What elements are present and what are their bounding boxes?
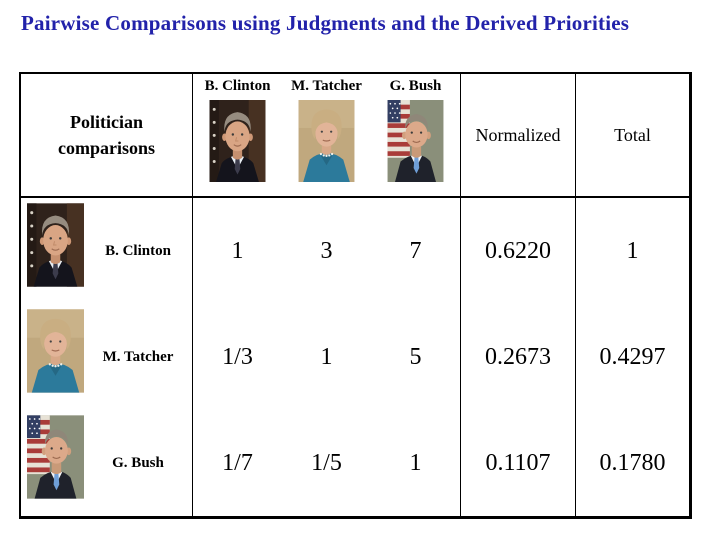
judgment-bush-vs-tatcher: 1/5 (311, 449, 342, 476)
row-header-bush: G. Bush (21, 410, 192, 516)
judgment-bush-vs-bush: 1 (409, 449, 422, 476)
normalized-values-column: 0.6220 0.2673 0.1107 (461, 198, 576, 516)
column-header-clinton: B. Clinton (193, 78, 282, 196)
bush-photo (387, 100, 444, 182)
judgment-tatcher-vs-tatcher: 1 (320, 343, 333, 370)
judgment-column-headers: B. Clinton M. Tatcher G. Bush (193, 74, 461, 198)
judgment-tatcher-vs-clinton: 1/3 (222, 343, 253, 370)
judgment-clinton-vs-bush: 7 (409, 237, 422, 264)
normalized-clinton: 0.6220 (485, 237, 551, 264)
total-tatcher: 0.4297 (599, 343, 666, 370)
judgment-clinton-vs-tatcher: 3 (320, 237, 333, 264)
row-header-tatcher: M. Tatcher (21, 304, 192, 410)
clinton-photo (209, 100, 266, 182)
bush-photo (27, 415, 84, 499)
row-header-clinton: B. Clinton (21, 198, 192, 304)
corner-header: Politician comparisons (21, 74, 193, 198)
row-header-column: B. Clinton M. Tatcher G. Bush (21, 198, 193, 516)
column-header-bush: G. Bush (371, 78, 460, 196)
judgment-tatcher-vs-bush: 5 (409, 343, 422, 370)
clinton-photo (27, 203, 84, 287)
total-bush: 0.1780 (599, 449, 666, 476)
total-clinton: 1 (626, 237, 639, 264)
comparison-table: Politician comparisons B. Clinton M. Tat… (19, 72, 692, 519)
row-header-clinton-label: B. Clinton (105, 242, 171, 259)
tatcher-photo (298, 100, 355, 182)
normalized-tatcher: 0.2673 (485, 343, 551, 370)
row-header-bush-label: G. Bush (112, 454, 164, 471)
column-header-bush-label: G. Bush (389, 78, 442, 94)
column-header-total: Total (576, 74, 689, 198)
judgment-bush-vs-clinton: 1/7 (222, 449, 253, 476)
judgment-matrix: 1 3 7 1/3 1 5 1/7 1/5 1 (193, 198, 461, 516)
tatcher-photo (27, 309, 84, 393)
slide-title: Pairwise Comparisons using Judgments and… (21, 11, 630, 35)
normalized-bush: 0.1107 (485, 449, 551, 476)
judgment-clinton-vs-clinton: 1 (231, 237, 244, 264)
column-header-clinton-label: B. Clinton (204, 78, 271, 94)
total-values-column: 1 0.4297 0.1780 (576, 198, 689, 516)
column-header-tatcher: M. Tatcher (282, 78, 371, 196)
row-header-tatcher-label: M. Tatcher (102, 348, 174, 365)
column-header-tatcher-label: M. Tatcher (291, 78, 362, 94)
corner-header-label: Politician comparisons (57, 111, 155, 158)
column-header-normalized: Normalized (461, 74, 576, 198)
